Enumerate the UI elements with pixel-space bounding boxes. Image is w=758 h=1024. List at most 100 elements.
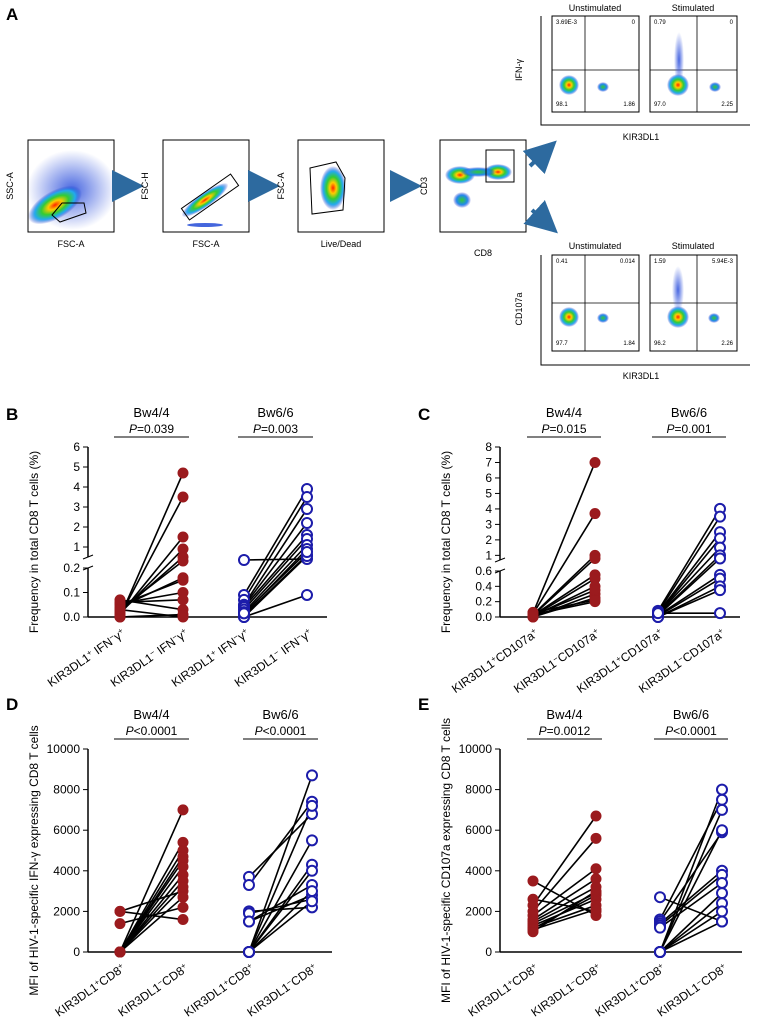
data-point [654, 921, 666, 934]
data-point [589, 594, 601, 606]
panel-label-e: E [418, 695, 429, 714]
y-tick-label: 6000 [53, 823, 80, 837]
pair-line [657, 554, 721, 616]
data-point [114, 594, 126, 606]
p-value: P<0.0001 [665, 724, 717, 738]
y-tick-label: 5 [485, 486, 492, 500]
pair-line [659, 870, 723, 925]
p-value-text: =0.039 [137, 422, 174, 436]
svg-text:96.2: 96.2 [654, 341, 666, 347]
y-tick-label: 2000 [53, 904, 80, 918]
pair-line [532, 574, 596, 617]
pair-line [659, 874, 723, 927]
panel-label-c: C [418, 405, 430, 424]
group-title: Bw6/6 [257, 405, 293, 420]
pair-line [248, 839, 313, 953]
svg-text:Unstimulated: Unstimulated [569, 3, 622, 13]
pair-line [657, 516, 721, 613]
p-value-symbol: P [255, 724, 263, 738]
group-title: Bw4/4 [133, 405, 169, 420]
category-label: KIR3DL1−CD8+ [115, 960, 191, 1019]
pair-line [657, 547, 721, 615]
pair-line [659, 892, 723, 953]
y-axis-label: MFI of HIV-1-specific CD107a expressing … [439, 718, 453, 1003]
data-point [716, 915, 728, 928]
cd107a-stim-plot: Stimulated 1.59 5.94E-3 96.2 2.26 [649, 241, 738, 352]
y-tick-label: 4 [485, 502, 492, 516]
data-point [238, 554, 250, 566]
pair-line [243, 488, 308, 596]
y-tick-label: 3 [485, 517, 492, 531]
pair-line [119, 608, 184, 618]
data-point [177, 891, 189, 903]
data-point [714, 510, 726, 523]
pair-line [659, 902, 723, 953]
p-value-text: =0.0012 [547, 724, 591, 738]
data-point [301, 491, 313, 503]
y-tick-label: 7 [485, 455, 492, 469]
y-tick-label: 0.0 [63, 610, 80, 624]
y-tick-label: 6 [73, 440, 80, 454]
p-value-text: =0.001 [674, 422, 711, 436]
p-value-symbol: P [541, 422, 549, 436]
data-point [714, 552, 726, 565]
pair-line [243, 538, 308, 611]
y-tick-label: 4 [73, 480, 80, 494]
p-value-symbol: P [253, 422, 261, 436]
data-point [306, 885, 318, 898]
y-tick-label: 2 [485, 533, 492, 547]
data-point [589, 584, 601, 596]
pair-line [532, 589, 596, 617]
pair-line [243, 555, 308, 618]
svg-text:0: 0 [632, 20, 636, 26]
svg-text:2.26: 2.26 [721, 341, 733, 347]
p-value-symbol: P [665, 724, 673, 738]
data-point [177, 574, 189, 586]
pair-line [119, 809, 184, 953]
y-axis-label: MFI of HIV-1-specific IFN-γ expressing C… [27, 725, 41, 995]
data-point [590, 832, 602, 844]
pair-line [657, 537, 721, 615]
svg-text:0.79: 0.79 [654, 20, 666, 26]
pair-line [532, 878, 597, 921]
svg-text:0: 0 [730, 20, 734, 26]
chart-panel-d: MFI of HIV-1-specific IFN-γ expressing C… [27, 707, 332, 1020]
p-value: P=0.003 [253, 422, 298, 436]
pair-line [119, 866, 184, 953]
svg-text:1.86: 1.86 [623, 102, 635, 108]
gate4-y-label: CD3 [419, 177, 429, 195]
data-point [114, 946, 126, 958]
svg-text:0.41: 0.41 [556, 259, 568, 265]
data-point [177, 491, 189, 503]
svg-text:Stimulated: Stimulated [672, 241, 715, 251]
gate2-y-label: FSC-H [140, 172, 150, 200]
p-value: P=0.039 [129, 422, 174, 436]
data-point [590, 810, 602, 822]
pair-line [243, 544, 308, 613]
y-tick-label: 3 [73, 500, 80, 514]
data-point [306, 864, 318, 877]
pair-line [532, 837, 597, 912]
gate1-x-label: FSC-A [58, 239, 85, 249]
pair-line [119, 579, 184, 606]
data-point [590, 863, 602, 875]
y-tick-label: 4000 [53, 864, 80, 878]
data-point [654, 891, 666, 904]
data-point [716, 783, 728, 796]
svg-text:3.69E-3: 3.69E-3 [556, 20, 578, 26]
data-point [301, 503, 313, 515]
pair-line [659, 831, 723, 923]
p-value-symbol: P [666, 422, 674, 436]
y-tick-label: 0 [485, 945, 492, 959]
group-title: Bw4/4 [546, 405, 582, 420]
pair-line [248, 900, 313, 953]
data-point [527, 875, 539, 887]
pair-line [532, 886, 597, 923]
pair-line [243, 551, 308, 614]
chart-panel-e: MFI of HIV-1-specific CD107a expressing … [439, 707, 742, 1020]
axis-break [82, 554, 94, 560]
p-value: P=0.001 [666, 422, 711, 436]
data-point [589, 508, 601, 520]
data-point [177, 804, 189, 816]
data-point [243, 915, 255, 928]
